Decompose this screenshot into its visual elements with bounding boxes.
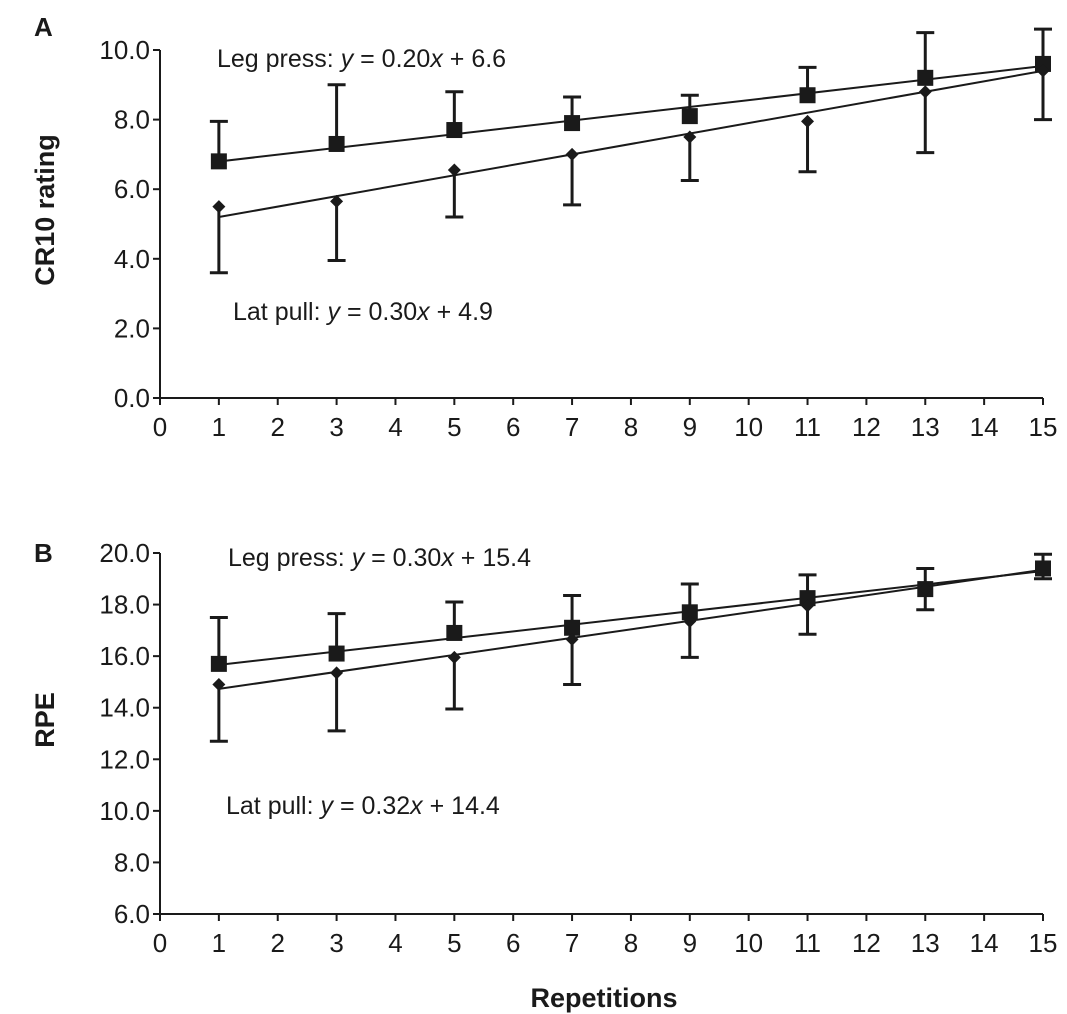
panel-b-x-tick-label: 8	[624, 928, 638, 958]
panel-b-leg-press-point	[564, 619, 581, 636]
panel-a-x-tick-label: 3	[329, 412, 343, 442]
panel-b-x-tick-label: 9	[683, 928, 697, 958]
panel-b-lat-pull-point	[683, 614, 697, 628]
panel-a-x-tick-label: 2	[270, 412, 284, 442]
panel-b-x-tick-label: 10	[734, 928, 763, 958]
panel-b-leg-press-point	[210, 655, 227, 672]
panel-a-x-tick-label: 12	[852, 412, 881, 442]
panel-b-lat-pull-point	[918, 582, 932, 596]
panel-a-lat-pull-fit-line	[218, 69, 1044, 219]
panel-a-x-tick-label: 13	[911, 412, 940, 442]
panel-a-leg-press-point	[799, 87, 816, 104]
panel-a-x-tick-label: 4	[388, 412, 402, 442]
panel-b-lat-pull-point	[1036, 564, 1050, 578]
panel-a-y-tick-label: 8.0	[114, 105, 150, 135]
panel-a-lat-pull-point	[801, 114, 815, 128]
panel-a-markers	[210, 55, 1051, 214]
panel-b-x-tick-label: 15	[1029, 928, 1058, 958]
panel-b-y-tick-label: 14.0	[99, 693, 150, 723]
panel-b-y-tick-label: 12.0	[99, 744, 150, 774]
panel-b-x-tick-label: 2	[270, 928, 284, 958]
panel-a-lat-pull-point	[330, 194, 344, 208]
panel-b-lat-pull-equation: Lat pull: y = 0.32x + 14.4	[226, 792, 500, 820]
panel-a-x-tick-label: 7	[565, 412, 579, 442]
panel-b-leg-press-point	[681, 604, 698, 621]
panel-a-y-tick-label: 0.0	[114, 383, 150, 413]
panel-a-fit-lines	[218, 65, 1044, 219]
panel-b-y-tick-label: 20.0	[99, 538, 150, 568]
panel-b-x-tick-label: 14	[970, 928, 999, 958]
panel-b-lat-pull-fit-line	[218, 568, 1044, 690]
panel-a-x-tick-label: 9	[683, 412, 697, 442]
panel-b-leg-press-point	[446, 624, 463, 641]
panel-a: A CR10 rating 0 1 2 3 4 5 6 7 8 9 10 11 12 13 14 150.02…	[30, 12, 1057, 442]
panel-b-lat-pull-point	[801, 599, 815, 613]
panel-a-leg-press-point	[1035, 55, 1051, 72]
panel-a-x-tick-label: 5	[447, 412, 461, 442]
panel-a-x-tick-label: 0	[153, 412, 167, 442]
panel-a-lat-pull-point	[683, 130, 697, 144]
panel-a-lat-pull-point	[1036, 64, 1050, 78]
x-axis-title: Repetitions	[530, 983, 677, 1013]
panel-a-lat-pull-point	[918, 85, 932, 99]
panel-b-x-tick-label: 12	[852, 928, 881, 958]
panel-b-lat-pull-point	[330, 666, 344, 680]
panel-b-y-tick-label: 18.0	[99, 590, 150, 620]
panel-a-y-tick-label: 4.0	[114, 244, 150, 274]
panel-b-x-tick-label: 7	[565, 928, 579, 958]
panel-a-y-tick-label: 6.0	[114, 174, 150, 204]
panel-b-x-tick-label: 6	[506, 928, 520, 958]
panel-b-y-tick-label: 16.0	[99, 641, 150, 671]
panel-b-lat-pull-point	[447, 650, 461, 664]
panel-a-lat-pull-equation: Lat pull: y = 0.30x + 4.9	[233, 298, 493, 326]
panel-b-markers	[210, 560, 1051, 692]
panel-a-y-axis-title: CR10 rating	[30, 134, 60, 286]
panel-b-leg-press-point	[799, 590, 816, 607]
panel-b-leg-press-point	[328, 645, 345, 662]
panel-a-x-tick-label: 14	[970, 412, 999, 442]
panel-a-lat-pull-point	[212, 200, 226, 214]
panel-b-y-tick-label: 8.0	[114, 847, 150, 877]
panel-b-axes: 0 1 2 3 4 5 6 7 8 9 10 11 12 13 14 156.08.010.012.014.0…	[99, 538, 1057, 958]
panel-a-y-tick-label: 2.0	[114, 313, 150, 343]
panel-b-error-bars	[209, 552, 1052, 743]
panel-a-x-tick-label: 6	[506, 412, 520, 442]
panel-b-leg-press-fit-line	[218, 570, 1044, 666]
panel-b-x-tick-label: 4	[388, 928, 402, 958]
panel-b-fit-lines	[218, 568, 1044, 690]
panel-b-x-tick-label: 5	[447, 928, 461, 958]
panel-a-x-tick-label: 8	[624, 412, 638, 442]
panel-b-y-axis-title: RPE	[30, 692, 60, 748]
panel-a-lat-pull-point	[447, 163, 461, 177]
panel-a-leg-press-fit-line	[218, 65, 1044, 163]
panel-b-x-tick-label: 3	[329, 928, 343, 958]
panel-a-leg-press-point	[210, 153, 227, 170]
panel-a-label: A	[34, 12, 53, 42]
panel-b-lat-pull-point	[212, 678, 226, 692]
panel-a-leg-press-point	[917, 69, 934, 86]
panel-b-x-tick-label: 1	[212, 928, 226, 958]
panel-a-x-tick-label: 10	[734, 412, 763, 442]
panel-b-y-tick-label: 10.0	[99, 796, 150, 826]
panel-a-leg-press-point	[681, 108, 698, 125]
panel-a-x-tick-label: 15	[1029, 412, 1058, 442]
panel-a-x-tick-label: 11	[794, 412, 821, 442]
panel-b-label: B	[34, 538, 53, 568]
panel-b-x-tick-label: 13	[911, 928, 940, 958]
panel-b-x-tick-label: 11	[794, 928, 821, 958]
panel-a-x-tick-label: 1	[212, 412, 226, 442]
panel-b-lat-pull-point	[565, 632, 579, 646]
panel-a-leg-press-equation: Leg press: y = 0.20x + 6.6	[217, 45, 506, 73]
panel-a-y-tick-label: 10.0	[99, 35, 150, 65]
panel-b-y-tick-label: 6.0	[114, 899, 150, 929]
panel-a-lat-pull-point	[565, 147, 579, 161]
panel-b-leg-press-equation: Leg press: y = 0.30x + 15.4	[228, 544, 531, 572]
panel-a-axes: 0 1 2 3 4 5 6 7 8 9 10 11 12 13 14 150.02.04.06.08.010.…	[99, 35, 1057, 442]
panel-a-leg-press-point	[446, 122, 463, 139]
panel-a-leg-press-point	[328, 135, 345, 152]
panel-b-x-tick-label: 0	[153, 928, 167, 958]
panel-a-leg-press-point	[564, 115, 581, 132]
panel-b: B RPE 0 1 2 3 4 5 6 7 8 9 10 11 12 13 14 156.08.010.012…	[30, 538, 1057, 1013]
